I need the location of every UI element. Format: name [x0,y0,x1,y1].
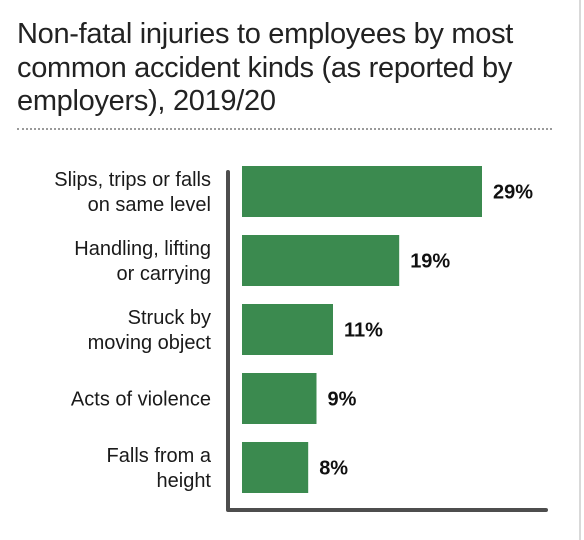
title-divider [17,128,552,130]
right-edge-rule [579,0,581,540]
bar-3 [242,373,317,424]
category-label-1-line-1: or carrying [117,263,211,285]
chart-title: Non-fatal injuries to employees by most … [17,18,514,117]
category-label-4-line-1: height [157,470,212,492]
axis-line [226,170,548,512]
value-label-2: 11% [344,320,383,342]
bar-1 [242,235,400,286]
value-label-1: 19% [410,251,450,273]
category-label-1-line-0: Handling, lifting [74,238,211,260]
bar-2 [242,304,333,355]
labels-layer: 29% Slips, trips or falls on same level 19%… [54,169,533,492]
category-label-2-line-0: Struck by [128,307,211,329]
category-label-2-line-1: moving object [88,332,212,354]
category-label-0-line-0: Slips, trips or falls [54,169,211,191]
bar-4 [242,442,309,493]
category-label-3-line-0: Acts of violence [71,389,211,411]
value-label-0: 29% [493,182,533,204]
bars-layer [242,166,482,493]
category-label-0-line-1: on same level [88,194,211,216]
value-label-4: 8% [319,458,348,480]
bar-0 [242,166,482,217]
category-label-4-line-0: Falls from a [107,445,212,467]
value-label-3: 9% [328,389,357,411]
